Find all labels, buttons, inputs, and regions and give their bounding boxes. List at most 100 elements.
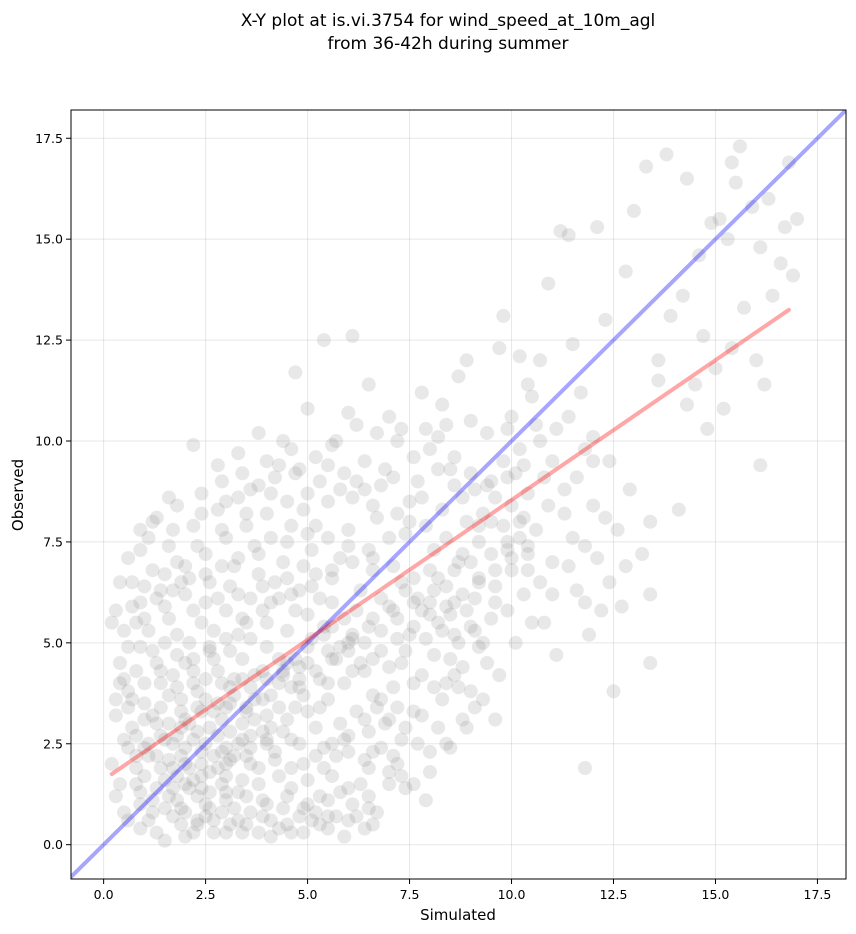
- data-point-58: [488, 490, 503, 505]
- data-point-103: [382, 409, 397, 424]
- x-tick-label-2: 5.0: [298, 887, 318, 902]
- data-point-599: [206, 813, 221, 828]
- data-point-340: [410, 736, 425, 751]
- data-point-472: [484, 474, 499, 489]
- data-point-26: [606, 684, 621, 699]
- data-point-373: [398, 583, 413, 598]
- data-point-433: [439, 676, 454, 691]
- data-point-658: [618, 559, 633, 574]
- one-to-one-line: [71, 110, 846, 879]
- data-point-648: [443, 740, 458, 755]
- data-point-172: [223, 680, 238, 695]
- data-point-263: [206, 623, 221, 638]
- data-point-247: [276, 668, 291, 683]
- data-point-188: [435, 692, 450, 707]
- data-point-424: [316, 760, 331, 775]
- data-point-35: [561, 228, 576, 243]
- y-tick-label-6: 15.0: [35, 232, 63, 247]
- x-tick-label-6: 15.0: [702, 887, 730, 902]
- data-point-370: [325, 595, 340, 610]
- data-point-52: [492, 341, 507, 356]
- data-point-51: [496, 308, 511, 323]
- data-point-285: [133, 595, 148, 610]
- data-point-269: [361, 619, 376, 634]
- data-point-586: [386, 603, 401, 618]
- data-point-279: [276, 555, 291, 570]
- data-point-469: [431, 462, 446, 477]
- data-point-547: [488, 563, 503, 578]
- data-point-159: [345, 631, 360, 646]
- data-point-126: [157, 599, 172, 614]
- data-point-264: [235, 611, 250, 626]
- data-point-454: [382, 530, 397, 545]
- data-point-284: [153, 583, 168, 598]
- data-point-334: [255, 809, 270, 824]
- data-point-312: [329, 434, 344, 449]
- y-tick-label-0: 0.0: [43, 837, 63, 852]
- data-point-509: [406, 571, 421, 586]
- data-point-458: [300, 526, 315, 541]
- data-point-289: [219, 494, 233, 509]
- data-point-490: [137, 740, 152, 755]
- data-point-2: [781, 155, 796, 170]
- data-point-198: [157, 773, 172, 788]
- data-point-358: [186, 664, 201, 679]
- data-point-519: [219, 631, 233, 646]
- data-point-394: [219, 530, 233, 545]
- data-point-316: [235, 466, 250, 481]
- data-point-121: [239, 506, 254, 521]
- data-point-298: [447, 450, 462, 465]
- data-point-272: [447, 627, 462, 642]
- data-point-555: [259, 797, 274, 812]
- data-point-310: [369, 425, 384, 440]
- data-point-615: [288, 700, 303, 715]
- y-tick-label-1: 2.5: [43, 736, 63, 751]
- data-point-480: [272, 458, 287, 473]
- data-point-627: [227, 672, 242, 687]
- data-point-71: [418, 793, 433, 808]
- data-point-89: [108, 603, 123, 618]
- data-point-80: [157, 833, 172, 848]
- data-point-4: [790, 211, 805, 226]
- data-point-183: [292, 680, 307, 695]
- data-point-77: [263, 829, 278, 844]
- data-point-157: [288, 603, 303, 618]
- data-point-428: [369, 700, 384, 715]
- data-point-668: [651, 353, 666, 368]
- data-point-421: [267, 752, 282, 767]
- data-point-223: [210, 728, 225, 743]
- data-point-485: [161, 538, 176, 553]
- data-point-219: [276, 801, 291, 816]
- data-point-50: [586, 498, 601, 513]
- data-point-246: [361, 724, 376, 739]
- data-point-158: [316, 619, 331, 634]
- data-point-403: [288, 651, 303, 666]
- data-point-540: [374, 623, 388, 638]
- data-point-178: [165, 736, 180, 751]
- data-point-39: [520, 377, 535, 392]
- grid-lines: [71, 110, 846, 879]
- data-point-208: [353, 777, 368, 792]
- x-axis-ticks: 0.0 2.5 5.0 7.5 10.0 12.5 15.0 17.5: [94, 879, 831, 902]
- data-point-68: [451, 680, 466, 695]
- data-point-317: [214, 474, 229, 489]
- data-point-199: [133, 785, 148, 800]
- data-point-663: [586, 429, 601, 444]
- data-point-674: [765, 288, 780, 303]
- data-point-628: [198, 672, 213, 687]
- data-point-109: [300, 401, 315, 416]
- data-point-10: [753, 240, 768, 255]
- data-point-137: [451, 555, 466, 570]
- data-point-623: [214, 744, 229, 759]
- data-point-379: [520, 547, 535, 562]
- data-point-565: [227, 748, 242, 763]
- data-point-62: [520, 563, 535, 578]
- data-point-150: [145, 643, 160, 658]
- data-point-206: [296, 756, 311, 771]
- data-point-602: [263, 813, 278, 828]
- data-point-132: [308, 518, 323, 533]
- data-point-217: [206, 825, 221, 840]
- data-point-333: [231, 813, 246, 828]
- data-point-163: [459, 603, 474, 618]
- data-point-461: [247, 538, 262, 553]
